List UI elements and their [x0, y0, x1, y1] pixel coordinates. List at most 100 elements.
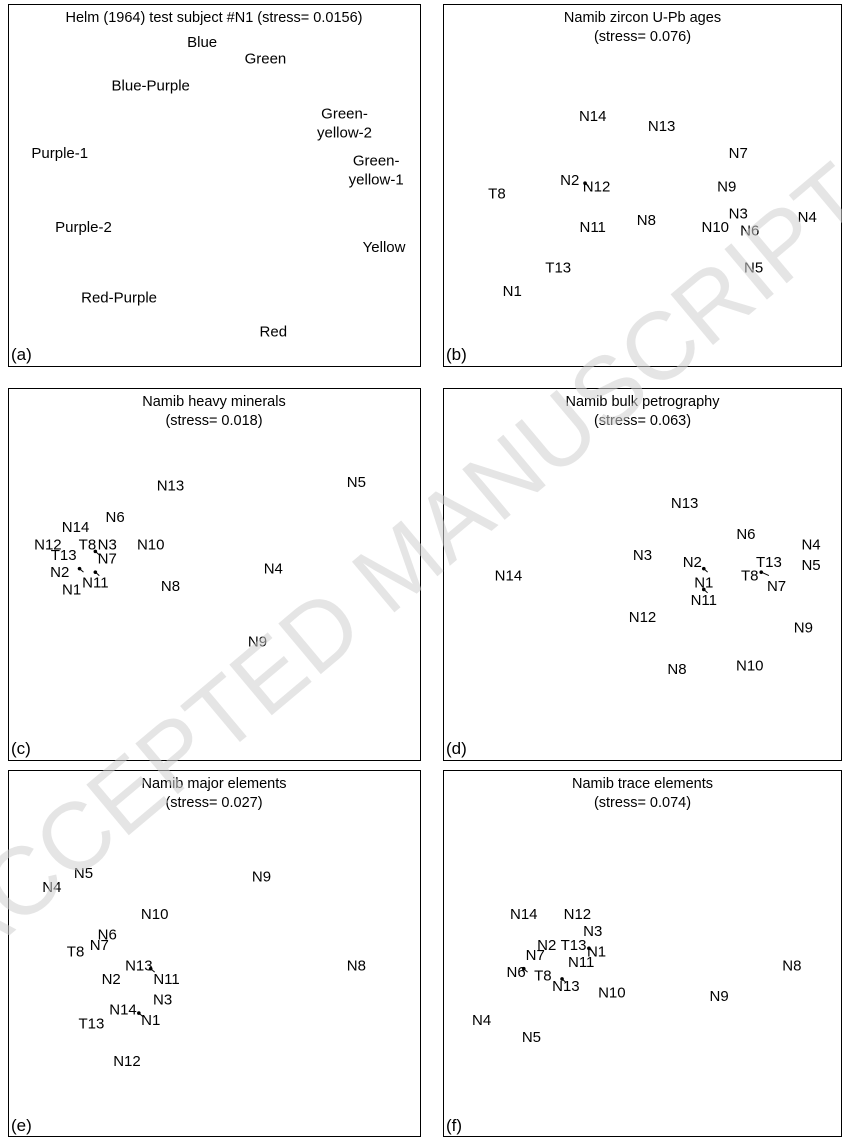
- panel-title: Namib trace elements: [572, 776, 713, 792]
- point-label: N14: [495, 568, 523, 585]
- point-label: N13: [157, 478, 185, 495]
- point-label: N13: [648, 118, 676, 135]
- point-label: Purple-1: [31, 145, 88, 162]
- link-dot: [587, 946, 591, 951]
- point-label: N9: [252, 869, 271, 886]
- point-label: N5: [744, 259, 763, 276]
- panel-title: Helm (1964) test subject #N1 (stress= 0.…: [66, 10, 363, 26]
- point-label: N2: [537, 937, 556, 954]
- point-label: N8: [347, 957, 366, 974]
- point-label: N13: [671, 495, 699, 512]
- point-label: Blue-Purple: [112, 78, 190, 95]
- panel-f: Namib trace elements (stress= 0.074) (f) N1…: [443, 770, 842, 1137]
- link-dot: [583, 181, 587, 185]
- link-dot: [148, 966, 153, 971]
- point-label: Green-yellow-2: [317, 106, 372, 142]
- point-label: N9: [248, 633, 267, 650]
- point-label: T13: [78, 1015, 104, 1032]
- point-label: N3: [583, 923, 602, 940]
- point-label: N9: [710, 988, 729, 1005]
- link-dot: [93, 549, 98, 554]
- panel-title: (stress= 0.018): [165, 413, 262, 429]
- point-label: N10: [598, 985, 626, 1002]
- point-label: N3: [98, 536, 117, 553]
- point-label: N7: [98, 550, 117, 567]
- point-label: N6: [740, 222, 759, 239]
- panel-title: (stress= 0.074): [594, 795, 691, 811]
- point-label: T8: [534, 968, 552, 985]
- point-label: N10: [702, 219, 730, 236]
- point-label: Yellow: [363, 239, 406, 256]
- point-label: N1: [62, 581, 81, 598]
- point-label: N12: [629, 609, 657, 626]
- point-label: N1: [587, 944, 606, 961]
- panel-title: Namib heavy minerals: [142, 394, 285, 410]
- panel-tag: (c): [11, 739, 31, 758]
- link-dot: [521, 966, 526, 971]
- point-label: N10: [141, 906, 169, 923]
- point-label: N2: [102, 971, 121, 988]
- point-label: N7: [526, 947, 545, 964]
- panel-tag: (f): [446, 1116, 462, 1135]
- panel-b: Namib zircon U-Pb ages (stress= 0.076) (b)…: [443, 4, 842, 367]
- point-label: N11: [691, 592, 717, 609]
- point-label: N6: [106, 509, 125, 526]
- point-label: Blue: [187, 34, 217, 51]
- panel-d: Namib bulk petrography (stress= 0.063) (d)…: [443, 388, 842, 761]
- point-label: N3: [153, 991, 172, 1008]
- point-label: N3: [633, 547, 652, 564]
- point-label: N4: [264, 561, 283, 578]
- point-label: T13: [51, 547, 77, 564]
- point-label: N8: [667, 661, 686, 678]
- point-label: N12: [583, 179, 611, 196]
- point-label: T8: [488, 185, 506, 202]
- point-label: N1: [141, 1012, 160, 1029]
- panel-frame: [443, 770, 842, 1137]
- point-label: N2: [560, 172, 579, 189]
- point-label: N1: [694, 575, 713, 592]
- point-label: N10: [736, 658, 764, 675]
- panel-tag: (a): [11, 345, 32, 364]
- point-label: N14: [109, 1002, 137, 1019]
- link-dot: [701, 566, 706, 571]
- point-label: Green: [245, 51, 287, 68]
- point-label: N11: [82, 575, 108, 592]
- point-label: N5: [74, 865, 93, 882]
- point-label: N4: [801, 536, 820, 553]
- point-label: N7: [729, 145, 748, 162]
- point-label: T13: [756, 554, 782, 571]
- panel-title: (stress= 0.027): [165, 795, 262, 811]
- point-label: N8: [637, 212, 656, 229]
- point-label: T13: [561, 937, 587, 954]
- panel-title: Namib bulk petrography: [566, 394, 721, 410]
- panel-title: Namib zircon U-Pb ages: [564, 10, 721, 26]
- point-label: N11: [153, 971, 179, 988]
- point-label: N12: [564, 906, 592, 923]
- point-label: Purple-2: [55, 219, 112, 236]
- point-label: Red-Purple: [81, 290, 157, 307]
- point-label: N11: [580, 219, 606, 236]
- point-label: N2: [50, 564, 69, 581]
- panel-tag: (b): [446, 345, 467, 364]
- point-label: N4: [472, 1012, 491, 1029]
- point-label: N14: [510, 906, 538, 923]
- panel-frame: [8, 4, 421, 367]
- link-dot: [701, 587, 706, 592]
- point-label: N8: [782, 957, 801, 974]
- panel-tag: (d): [446, 739, 467, 758]
- point-label: Red: [260, 323, 288, 340]
- point-label: N5: [801, 557, 820, 574]
- point-label: N11: [568, 954, 594, 971]
- link-dot: [560, 977, 564, 981]
- point-label: N9: [717, 179, 736, 196]
- point-label: N14: [579, 108, 607, 125]
- link-dot: [137, 1011, 141, 1015]
- point-label: N1: [503, 283, 522, 300]
- point-label: N5: [347, 474, 366, 491]
- point-label: N7: [767, 578, 786, 595]
- point-label: N12: [113, 1053, 141, 1070]
- panel-title: (stress= 0.063): [594, 413, 691, 429]
- point-label: N4: [798, 209, 817, 226]
- point-label: N6: [507, 964, 526, 981]
